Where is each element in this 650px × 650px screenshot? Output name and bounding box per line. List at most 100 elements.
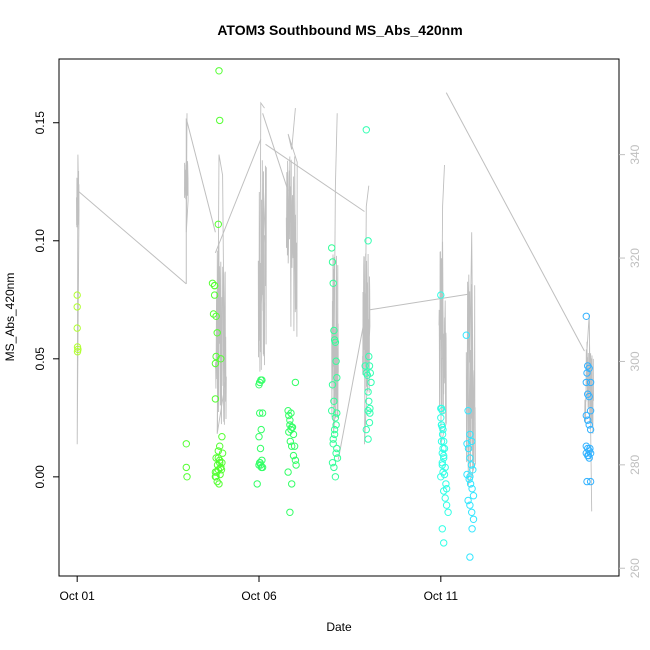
data-point-s1-7 — [211, 359, 220, 368]
data-point-s7-22 — [586, 444, 594, 453]
y-tick-label-3: 0.15 — [33, 111, 47, 135]
data-point-s2-35 — [287, 409, 295, 417]
data-point-s2-3 — [258, 376, 266, 384]
data-point-s7-6 — [585, 392, 593, 401]
data-point-s4-8 — [363, 371, 372, 379]
data-point-s3-14 — [330, 425, 339, 434]
data-point-s1-31 — [218, 459, 226, 467]
data-point-s5-0 — [437, 291, 445, 299]
data-point-s2-31 — [288, 480, 296, 488]
data-point-s3-0 — [328, 244, 336, 252]
data-point-s6-7 — [467, 461, 476, 469]
data-point-s1-16 — [211, 395, 220, 403]
data-point-s1-20 — [216, 459, 224, 467]
data-point-s6-0 — [462, 331, 470, 339]
data-point-s7-0 — [582, 312, 590, 320]
secondary-connector-6 — [337, 309, 367, 460]
data-point-s3-21 — [329, 440, 337, 448]
data-point-s1-35 — [216, 456, 224, 464]
data-point-s2-32 — [291, 456, 300, 464]
data-point-s5-23 — [440, 470, 449, 479]
y-tick-label-1: 0.05 — [33, 347, 47, 371]
data-point-s2-16 — [257, 463, 266, 472]
data-point-s1-36 — [210, 281, 219, 290]
data-point-s5-26 — [441, 494, 449, 502]
secondary-connector-3 — [214, 138, 262, 254]
data-point-s4-10 — [365, 397, 373, 405]
data-point-s1-2 — [183, 473, 191, 481]
data-point-s6-18 — [466, 553, 474, 561]
data-point-s6-14 — [464, 496, 472, 505]
data-point-s5-3 — [437, 414, 445, 422]
secondary-trace-8 — [465, 232, 476, 486]
y2-tick-label-3: 320 — [628, 248, 642, 268]
data-point-s3-15 — [332, 449, 340, 457]
y-tick-label-0: 0.00 — [33, 465, 47, 489]
x-axis: Oct 01 Oct 06 Oct 11 — [60, 576, 458, 603]
data-point-s1-13 — [217, 355, 225, 363]
data-point-s2-18 — [285, 411, 293, 420]
data-point-s3-12 — [328, 407, 336, 415]
data-point-s2-8 — [256, 444, 265, 453]
data-point-s3-22 — [330, 430, 339, 439]
data-point-s2-4 — [258, 409, 267, 417]
data-point-s4-13 — [365, 418, 374, 427]
data-point-s6-13 — [469, 492, 478, 500]
data-point-s1-9 — [213, 329, 221, 337]
secondary-connector-8 — [445, 92, 585, 352]
data-point-s3-3 — [330, 326, 338, 335]
data-point-s3-5 — [331, 338, 340, 346]
secondary-trace-5 — [331, 113, 339, 434]
data-point-s7-4 — [582, 378, 590, 387]
secondary-trace-2 — [214, 154, 227, 434]
data-point-s6-12 — [468, 485, 476, 493]
data-point-s7-3 — [586, 378, 595, 387]
y2-tick-label-2: 300 — [628, 351, 642, 371]
data-point-s5-27 — [442, 501, 451, 509]
data-points-layer — [73, 67, 595, 561]
data-point-s2-19 — [286, 421, 294, 429]
data-point-s1-8 — [212, 352, 220, 361]
data-point-s1-29 — [216, 442, 224, 450]
data-point-s5-16 — [438, 525, 446, 533]
data-point-s7-21 — [584, 451, 593, 460]
data-point-s4-15 — [364, 435, 372, 443]
y-axis-label: MS_Abs_420nm — [3, 273, 17, 362]
data-point-s2-29 — [284, 468, 292, 476]
data-point-s1-15 — [218, 449, 227, 457]
data-point-s7-20 — [583, 477, 591, 486]
data-point-s2-23 — [290, 442, 299, 450]
y-tick-label-2: 0.10 — [33, 229, 47, 253]
chart-title: ATOM3 Southbound MS_Abs_420nm — [217, 22, 462, 38]
data-point-s2-24 — [291, 378, 300, 387]
data-point-s1-24 — [213, 477, 221, 486]
data-point-s1-0 — [182, 440, 191, 448]
data-point-s2-6 — [257, 425, 265, 434]
data-point-s1-37 — [212, 312, 220, 320]
secondary-trace-0 — [76, 154, 80, 445]
data-point-s2-30 — [286, 508, 294, 516]
data-point-s6-6 — [466, 454, 474, 462]
data-point-s2-15 — [256, 459, 264, 467]
data-point-s6-17 — [469, 515, 478, 523]
data-point-s0-5 — [74, 345, 82, 354]
data-point-s3-1 — [328, 258, 337, 266]
data-point-s3-6 — [332, 357, 340, 365]
data-point-s1-6 — [210, 291, 219, 299]
data-point-s3-23 — [332, 421, 340, 429]
secondary-connector-2 — [185, 118, 216, 233]
data-point-s6-1 — [464, 407, 472, 415]
data-point-s5-17 — [440, 539, 448, 547]
data-point-s4-5 — [367, 378, 375, 387]
data-point-s3-9 — [330, 397, 338, 405]
data-point-s6-5 — [464, 444, 473, 453]
data-point-s0-0 — [73, 291, 81, 299]
secondary-connector-0 — [77, 190, 187, 285]
data-point-s7-11 — [586, 425, 595, 434]
data-point-s5-15 — [440, 444, 449, 453]
y-axis: 0.00 0.05 0.10 0.15 — [33, 111, 59, 489]
data-point-s2-27 — [288, 442, 296, 450]
data-point-s3-18 — [330, 463, 338, 472]
data-point-s6-2 — [466, 430, 474, 439]
secondary-connector-5 — [265, 143, 365, 212]
